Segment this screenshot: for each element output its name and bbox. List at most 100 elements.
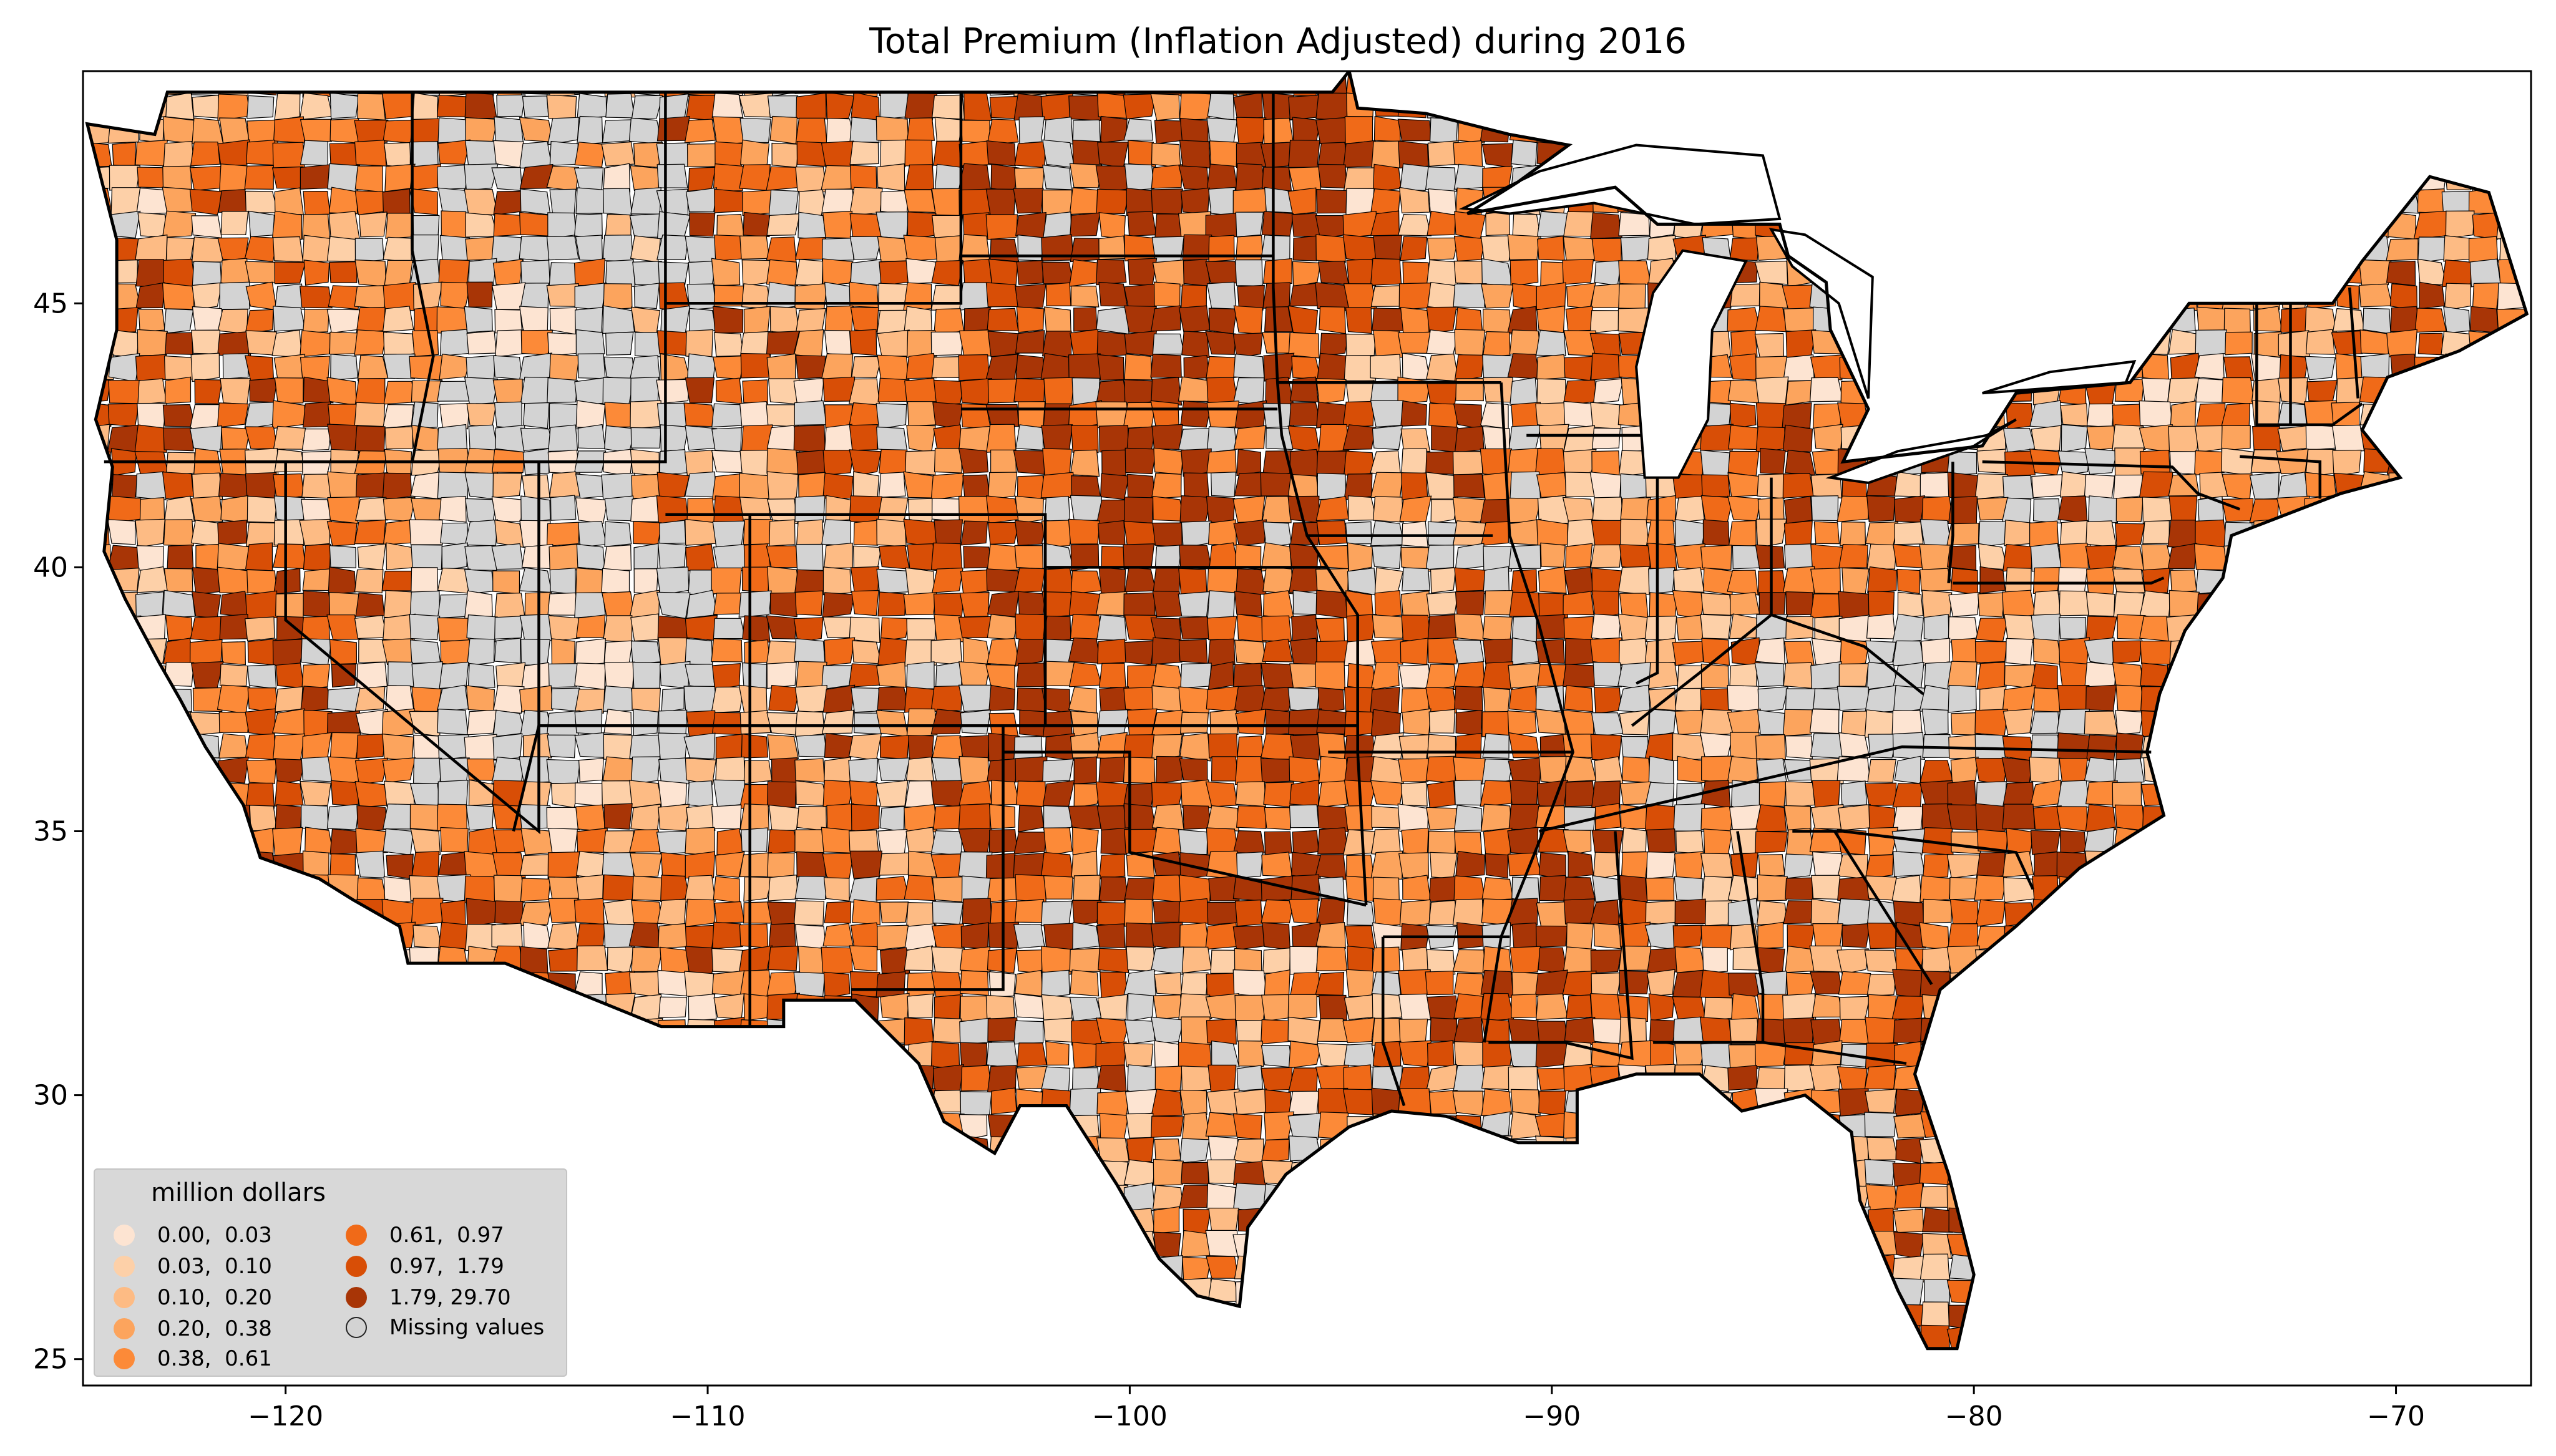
county-cell [2002, 119, 2034, 143]
county-cell [1809, 71, 1839, 95]
county-cell [963, 92, 992, 121]
county-cell [1593, 92, 1623, 122]
county-cell [1262, 948, 1290, 974]
county-cell [2306, 544, 2338, 571]
county-cell [1345, 188, 1375, 216]
county-cell [1591, 613, 1622, 642]
county-cell [1562, 497, 1595, 523]
county-cell [467, 638, 495, 666]
county-cell [1015, 330, 1045, 354]
county-cell [2331, 140, 2365, 168]
county-cell [1481, 876, 1514, 901]
county-cell [1594, 756, 1624, 785]
county-cell [2472, 542, 2503, 570]
county-cell [2444, 901, 2475, 924]
county-cell [877, 354, 910, 382]
county-cell [2471, 1301, 2503, 1326]
county-cell [2496, 878, 2527, 903]
county-cell [1619, 593, 1649, 618]
county-cell [2495, 377, 2527, 406]
county-cell [2002, 1017, 2035, 1046]
county-cell [522, 95, 549, 118]
county-cell [1727, 1234, 1760, 1257]
county-cell [548, 827, 578, 855]
county-cell [2358, 1206, 2391, 1234]
county-cell [382, 306, 414, 332]
county-cell [602, 377, 635, 404]
county-cell [1287, 1016, 1320, 1045]
county-cell [1978, 1064, 2007, 1092]
county-cell [2033, 1091, 2064, 1116]
county-cell [1782, 402, 1812, 429]
county-cell [87, 782, 111, 806]
county-cell [2002, 543, 2033, 572]
county-cell [2417, 236, 2447, 264]
county-cell [2029, 757, 2060, 785]
county-cell [573, 258, 606, 286]
county-cell [135, 779, 168, 809]
county-cell [1234, 994, 1267, 1022]
county-cell [1428, 403, 1458, 429]
county-cell [2386, 238, 2419, 261]
county-cell [2167, 543, 2197, 570]
county-cell [2087, 283, 2115, 310]
county-cell [1345, 1256, 1375, 1279]
county-cell [1894, 1349, 1924, 1376]
county-cell [683, 686, 718, 713]
county-cell [740, 1089, 771, 1115]
county-cell [1014, 1349, 1041, 1374]
county-cell [1071, 850, 1098, 879]
county-cell [2361, 71, 2392, 96]
county-cell [1866, 923, 1896, 949]
county-cell [2332, 616, 2362, 642]
county-cell [1810, 354, 1843, 381]
county-cell [1565, 543, 1593, 569]
county-cell [2003, 306, 2034, 334]
county-cell [1700, 1324, 1732, 1349]
county-cell [2221, 803, 2256, 830]
county-cell [1809, 1325, 1843, 1349]
county-cell [1043, 805, 1075, 830]
county-cell [1151, 685, 1183, 712]
county-cell [1044, 496, 1071, 524]
county-cell [1342, 1017, 1375, 1044]
county-cell [2253, 803, 2282, 833]
county-cell [1128, 258, 1158, 286]
county-cell [904, 780, 935, 808]
county-cell [2253, 236, 2280, 260]
county-cell [2248, 664, 2280, 690]
county-cell [876, 426, 908, 452]
county-cell [1045, 1304, 1073, 1329]
county-cell [1951, 352, 1979, 381]
county-cell [1672, 1304, 1707, 1327]
county-cell [466, 805, 494, 831]
county-cell [1510, 1089, 1541, 1115]
county-cell [1564, 1350, 1592, 1375]
county-cell [1978, 1135, 2008, 1162]
county-cell [1674, 710, 1705, 735]
county-cell [904, 1137, 938, 1161]
county-cell [2414, 1304, 2447, 1329]
county-cell [742, 379, 769, 404]
county-cell [1621, 851, 1649, 880]
county-cell [574, 1182, 607, 1208]
county-cell [1041, 591, 1073, 618]
county-cell [1427, 210, 1456, 236]
county-cell [1264, 831, 1292, 856]
county-cell [1508, 803, 1540, 830]
county-cell [1645, 1304, 1679, 1327]
county-cell [1289, 449, 1322, 477]
county-cell [1755, 638, 1785, 665]
county-cell [1893, 329, 1925, 357]
county-cell [1154, 120, 1184, 144]
county-cell [1317, 1111, 1350, 1140]
county-cell [1453, 140, 1483, 169]
county-cell [1152, 875, 1183, 903]
county-cell [2117, 1207, 2145, 1232]
county-cell [1727, 472, 1761, 497]
county-cell [1099, 1281, 1129, 1306]
county-cell [1068, 662, 1103, 687]
county-cell [2111, 140, 2144, 168]
county-cell [2031, 613, 2061, 642]
county-cell [1949, 284, 1977, 311]
